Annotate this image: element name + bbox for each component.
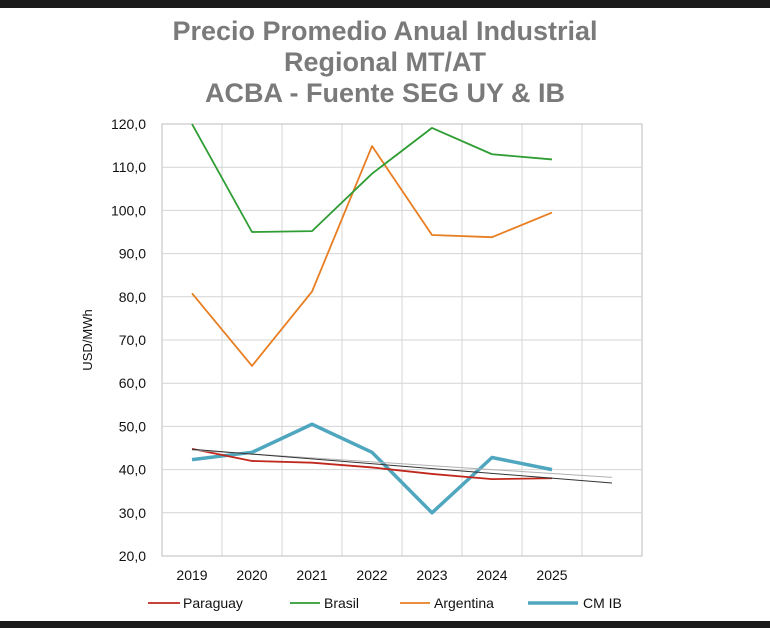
legend-label-argentina: Argentina (434, 595, 494, 611)
y-tick-label: 110,0 (112, 159, 146, 175)
x-tick-label: 2024 (476, 567, 507, 583)
legend-label-brasil: Brasil (324, 595, 359, 611)
chart-title-line-3: ACBA - Fuente SEG UY & IB (204, 78, 566, 108)
y-tick-label: 80,0 (119, 289, 146, 305)
y-tick-label: 100,0 (111, 202, 146, 218)
x-tick-label: 2020 (236, 567, 267, 583)
x-tick-label: 2023 (416, 567, 447, 583)
trendline-cm-ib (191, 448, 613, 484)
y-tick-label: 70,0 (119, 332, 146, 348)
x-tick-label: 2021 (296, 567, 327, 583)
chart-title-line-2: Regional MT/AT (284, 47, 486, 77)
y-tick-label: 60,0 (119, 375, 146, 391)
y-axis-ticks: 20,0 30,0 40,0 50,0 60,0 70,0 80,0 90,0 100,0 110… (111, 116, 146, 564)
legend-label-paraguay: Paraguay (183, 595, 243, 611)
y-tick-label: 20,0 (119, 548, 146, 564)
y-tick-label: 120,0 (111, 116, 146, 132)
y-tick-label: 40,0 (119, 462, 146, 478)
top-frame-bar (0, 0, 770, 8)
x-tick-label: 2019 (176, 567, 207, 583)
bottom-frame-bar (0, 621, 770, 628)
legend: Paraguay Brasil Argentina CM IB (148, 595, 622, 611)
x-axis-ticks: 2019 2020 2021 2022 2023 2024 2025 (176, 567, 567, 583)
y-tick-label: 30,0 (119, 505, 146, 521)
x-tick-label: 2022 (356, 567, 387, 583)
chart-title: Precio Promedio Anual Industrial Regiona… (0, 16, 770, 109)
series-line-brasil (191, 123, 553, 233)
chart-title-line-1: Precio Promedio Anual Industrial (172, 16, 598, 46)
series-lines (191, 123, 553, 515)
series-line-paraguay (191, 447, 553, 481)
x-tick-label: 2025 (536, 567, 567, 583)
y-tick-label: 50,0 (119, 418, 146, 434)
grid-lines (162, 124, 642, 556)
y-tick-label: 90,0 (119, 246, 146, 262)
series-line-cm-ib (191, 422, 553, 515)
legend-label-cm-ib: CM IB (583, 595, 622, 611)
series-line-argentina (191, 145, 553, 367)
y-axis-label: USD/MWh (80, 309, 95, 370)
trend-lines (191, 448, 613, 484)
